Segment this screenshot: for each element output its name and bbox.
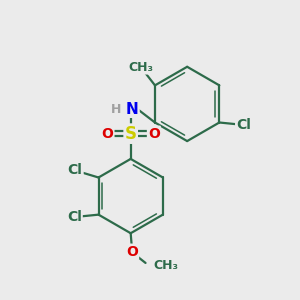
Text: Cl: Cl bbox=[236, 118, 251, 132]
Text: CH₃: CH₃ bbox=[128, 61, 153, 74]
Text: H: H bbox=[111, 103, 121, 116]
Text: Cl: Cl bbox=[67, 210, 82, 224]
Text: Cl: Cl bbox=[68, 164, 82, 178]
Text: O: O bbox=[126, 245, 138, 259]
Text: O: O bbox=[102, 127, 113, 141]
Text: CH₃: CH₃ bbox=[153, 260, 178, 272]
Text: O: O bbox=[148, 127, 160, 141]
Text: N: N bbox=[126, 102, 139, 117]
Text: S: S bbox=[125, 125, 137, 143]
